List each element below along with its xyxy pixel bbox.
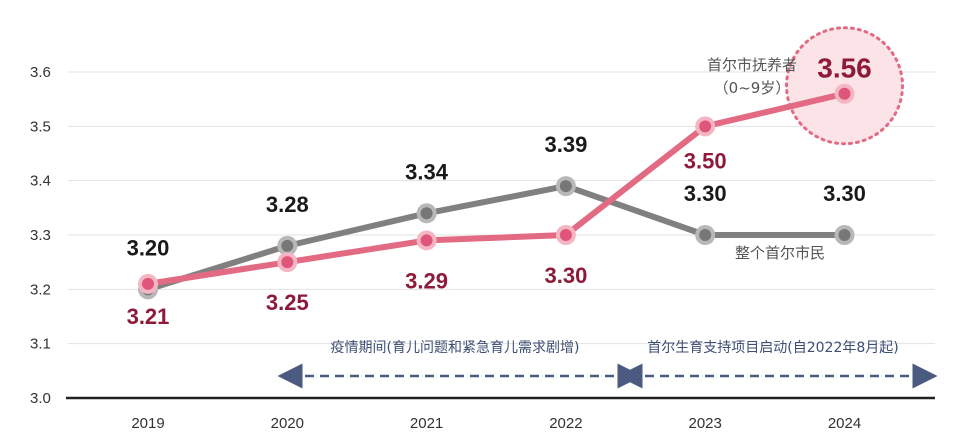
data-label: 3.20 <box>127 235 170 260</box>
data-label: 3.56 <box>817 53 872 84</box>
series-line <box>145 90 848 287</box>
data-point-core <box>559 180 572 193</box>
x-tick-label: 2022 <box>549 415 582 432</box>
y-tick-label: 3.2 <box>30 281 51 298</box>
data-point-core <box>699 229 712 241</box>
y-tick-label: 3.0 <box>30 390 51 407</box>
data-label: 3.21 <box>127 304 170 329</box>
data-label: 3.50 <box>684 148 727 173</box>
x-tick-label: 2023 <box>689 415 722 432</box>
y-tick-label: 3.3 <box>30 227 51 244</box>
data-point-core <box>699 120 712 133</box>
data-label: 3.25 <box>266 290 309 315</box>
y-axis: 3.0 3.1 3.2 3.3 3.4 3.5 3.6 <box>30 64 935 407</box>
data-point-core <box>420 234 433 247</box>
y-tick-label: 3.5 <box>30 118 51 135</box>
data-label: 3.30 <box>684 181 727 206</box>
data-label: 3.30 <box>544 263 587 288</box>
data-label: 3.34 <box>405 159 449 184</box>
data-point-core <box>838 229 851 241</box>
series-name-label: 整个首尔市民 <box>735 244 825 262</box>
x-tick-label: 2024 <box>828 415 861 432</box>
period-annotation-label: 疫情期间(育儿问题和紧急育儿需求剧增) <box>331 340 580 356</box>
data-point-core <box>281 256 294 269</box>
series-line <box>145 183 848 293</box>
series-name-label: （0~9岁） <box>714 79 791 97</box>
data-label: 3.29 <box>405 268 448 293</box>
data-point-core <box>838 87 851 100</box>
series <box>138 83 855 300</box>
period-annotation-label: 首尔生育支持项目启动(自2022年8月起) <box>647 340 898 356</box>
x-axis: 2019 2020 2021 2022 2023 2024 <box>131 415 861 432</box>
y-tick-label: 3.4 <box>30 173 51 190</box>
x-tick-label: 2020 <box>271 415 304 432</box>
data-label: 3.30 <box>823 181 866 206</box>
y-tick-label: 3.1 <box>30 336 51 353</box>
data-labels: 3.20 3.28 3.34 3.39 3.30 3.30 3.21 3.25 3.29 3.30… <box>127 53 872 329</box>
data-point-core <box>281 239 294 252</box>
data-label: 3.28 <box>266 192 309 217</box>
series-name-label: 首尔市抚养者 <box>707 56 797 74</box>
x-tick-label: 2021 <box>410 415 443 432</box>
data-point-core <box>559 229 572 241</box>
y-tick-label: 3.6 <box>30 64 51 81</box>
data-point-core <box>142 277 154 290</box>
data-point-core <box>420 207 433 220</box>
x-tick-label: 2019 <box>131 415 164 432</box>
data-label: 3.39 <box>544 132 587 157</box>
period-annotations: 疫情期间(育儿问题和紧急育儿需求剧增) 首尔生育支持项目启动(自2022年8月起) <box>277 340 938 389</box>
